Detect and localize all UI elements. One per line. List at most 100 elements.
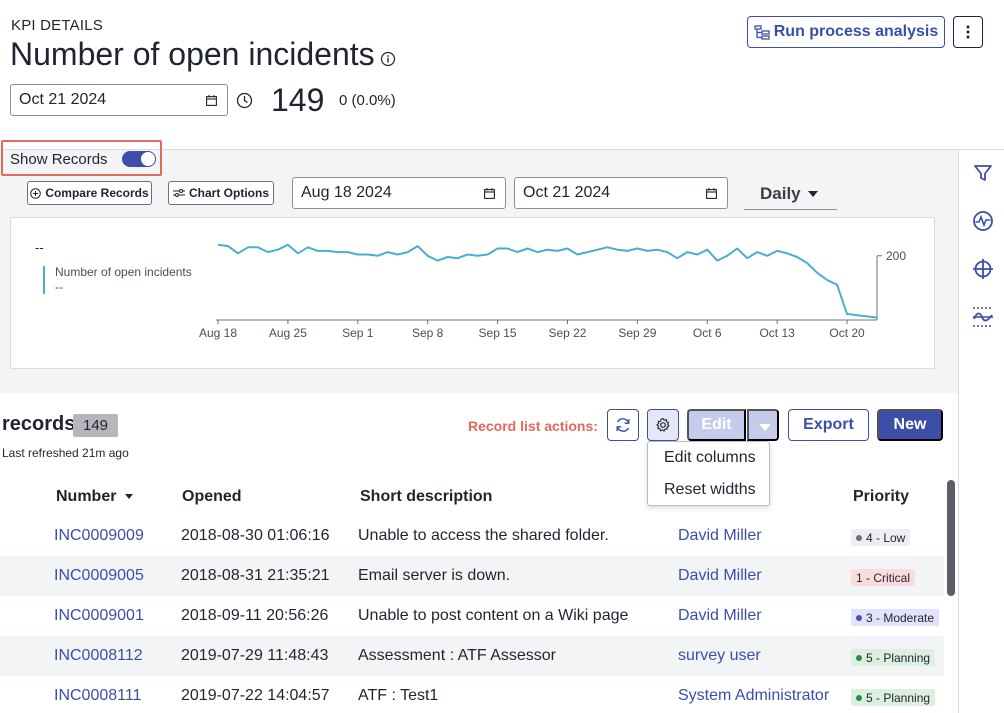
compare-records-button[interactable]: Compare Records: [27, 181, 152, 205]
x-tick-label: Oct 6: [693, 326, 722, 340]
record-assigned-link[interactable]: David Miller: [678, 607, 762, 624]
x-tick-label: Sep 1: [342, 326, 374, 340]
record-number-link[interactable]: INC0009005: [54, 567, 144, 584]
priority-label: 1 - Critical: [856, 570, 911, 585]
table-row: INC0009005 2018-08-31 21:35:21 Email serve…: [0, 556, 944, 596]
record-assigned-link[interactable]: David Miller: [678, 527, 762, 544]
priority-dot-icon: [856, 534, 862, 541]
record-number-link[interactable]: INC0008111: [54, 687, 142, 704]
priority-badge: 3 - Moderate: [851, 609, 940, 626]
menu-item-edit-columns[interactable]: Edit columns: [664, 449, 756, 466]
activity-icon[interactable]: [972, 210, 994, 232]
table-row: INC0009001 2018-09-11 20:56:26 Unable to p…: [0, 596, 944, 636]
table-scrollbar[interactable]: [947, 480, 955, 596]
show-records-toggle[interactable]: [122, 151, 156, 167]
priority-dot-icon: [856, 614, 862, 621]
x-tick-label: Sep 22: [548, 326, 586, 340]
run-process-analysis-button[interactable]: Run process analysis: [747, 16, 945, 48]
chevron-down-icon: [808, 191, 818, 197]
clock-icon[interactable]: [236, 92, 253, 109]
info-icon[interactable]: [380, 51, 396, 67]
x-tick-label: Oct 13: [759, 326, 795, 340]
record-number-link[interactable]: INC0008112: [54, 647, 143, 664]
line-chart: -- Number of open incidents -- Aug 18 Aug…: [35, 240, 906, 340]
series-line-open-incidents[interactable]: [217, 243, 878, 319]
record-assigned-link[interactable]: David Miller: [678, 567, 762, 584]
record-assigned-link[interactable]: System Administrator: [678, 687, 830, 704]
export-button[interactable]: Export: [788, 409, 869, 441]
settings-button[interactable]: [647, 409, 679, 441]
kpi-change: 0 (0.0%): [339, 92, 396, 109]
new-button[interactable]: New: [877, 409, 943, 441]
chart-options-label: Chart Options: [189, 186, 269, 200]
process-tree-icon: [754, 25, 770, 40]
calendar-icon[interactable]: [484, 188, 495, 199]
x-tick-label: Sep 8: [412, 326, 444, 340]
record-number-link[interactable]: INC0009009: [54, 527, 144, 544]
kpi-details-label: KPI DETAILS: [11, 17, 103, 34]
record-short-description: Unable to post content on a Wiki page: [358, 607, 629, 624]
sliders-icon: [173, 189, 185, 197]
more-options-button[interactable]: [953, 16, 983, 48]
column-header-short-description[interactable]: Short description: [360, 488, 493, 505]
priority-badge: 5 - Planning: [851, 689, 936, 706]
edit-dropdown-button[interactable]: [747, 409, 779, 441]
menu-item-reset-widths[interactable]: Reset widths: [664, 481, 756, 498]
kpi-value: 149: [271, 82, 325, 118]
calendar-icon[interactable]: [706, 188, 717, 199]
legend-series-name[interactable]: Number of open incidents: [55, 265, 192, 279]
edit-button[interactable]: Edit: [687, 409, 746, 441]
legend-series-value: --: [55, 280, 63, 294]
records-title: records: [2, 413, 76, 435]
priority-badge: 5 - Planning: [851, 649, 936, 666]
anomaly-icon[interactable]: [972, 306, 994, 328]
start-date-value: Aug 18 2024: [301, 184, 392, 201]
record-list-actions-label: Record list actions:: [468, 418, 598, 434]
legend-color-bar: [43, 266, 45, 294]
record-short-description: Assessment : ATF Assessor: [358, 647, 556, 664]
priority-label: 4 - Low: [866, 530, 906, 545]
table-row: INC0008112 2019-07-29 11:48:43 Assessment …: [0, 636, 944, 676]
chart-options-button[interactable]: Chart Options: [168, 181, 274, 205]
column-header-priority[interactable]: Priority: [853, 488, 910, 505]
plus-circle-icon: [30, 187, 42, 199]
priority-dot-icon: [856, 694, 862, 701]
crosshair-icon[interactable]: [972, 258, 994, 280]
refresh-icon: [616, 418, 630, 432]
run-process-analysis-label: Run process analysis: [773, 23, 939, 40]
record-opened: 2019-07-22 14:04:57: [181, 687, 330, 704]
interval-value: Daily: [760, 184, 801, 203]
start-date-field[interactable]: Aug 18 2024: [292, 177, 506, 209]
x-tick-label: Sep 29: [618, 326, 656, 340]
record-assigned-link[interactable]: survey user: [678, 647, 761, 664]
column-header-number[interactable]: Number: [56, 488, 133, 506]
last-refreshed-text: Last refreshed 21m ago: [2, 446, 129, 460]
table-row: INC0009009 2018-08-30 01:06:16 Unable to a…: [0, 516, 944, 556]
show-records-highlight: [1, 140, 162, 176]
legend-placeholder-top: --: [35, 240, 44, 255]
sort-down-icon: [124, 494, 133, 500]
filter-icon[interactable]: [972, 162, 994, 184]
table-row: INC0008111 2019-07-22 14:04:57 ATF : Test1…: [0, 676, 944, 713]
priority-label: 3 - Moderate: [866, 610, 935, 625]
refresh-button[interactable]: [607, 409, 639, 441]
gear-icon: [656, 417, 670, 432]
column-header-opened[interactable]: Opened: [182, 488, 242, 505]
y-tick-label: 200: [886, 249, 906, 263]
kpi-date-field[interactable]: Oct 21 2024: [10, 84, 228, 116]
chart-container: -- Number of open incidents -- Aug 18 Aug…: [10, 217, 935, 369]
priority-dot-icon: [856, 654, 862, 661]
record-short-description: Unable to access the shared folder.: [358, 527, 609, 544]
interval-select[interactable]: Daily: [744, 178, 837, 210]
end-date-field[interactable]: Oct 21 2024: [514, 177, 728, 209]
more-vertical-icon: [966, 25, 970, 39]
toggle-knob: [141, 152, 155, 166]
show-records-label: Show Records: [10, 151, 108, 168]
priority-label: 5 - Planning: [866, 650, 931, 665]
calendar-icon[interactable]: [206, 95, 217, 106]
record-opened: 2018-08-31 21:35:21: [181, 567, 330, 584]
column-header-number-label: Number: [56, 488, 117, 505]
x-tick-label: Aug 25: [269, 326, 307, 340]
page-title: Number of open incidents: [10, 36, 375, 72]
record-number-link[interactable]: INC0009001: [54, 607, 144, 624]
